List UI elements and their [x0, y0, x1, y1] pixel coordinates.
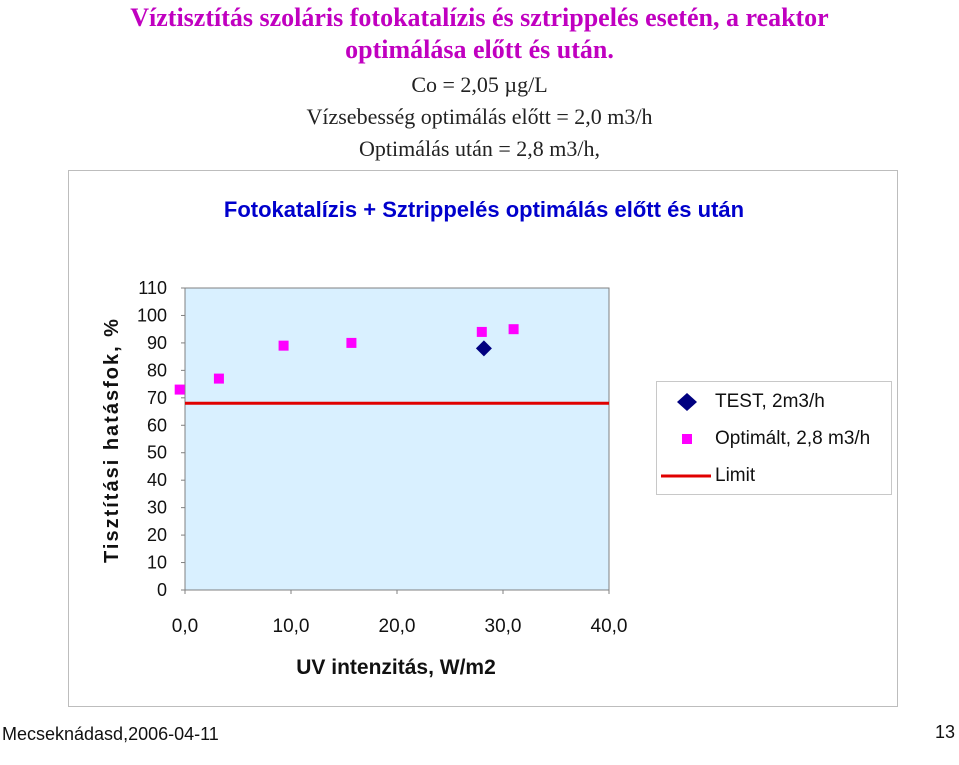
- y-tick-label: 100: [137, 305, 167, 325]
- x-axis-label: UV intenzitás, W/m2: [296, 656, 496, 679]
- y-axis-label: Tisztítási hatásfok, %: [101, 317, 123, 563]
- x-tick-label: 40,0: [591, 616, 628, 637]
- y-tick-label: 40: [147, 470, 167, 490]
- data-point-optimized: [278, 340, 289, 351]
- legend: TEST, 2m3/h Optimált, 2,8 m3/h Limit: [656, 381, 892, 495]
- legend-item-limit: Limit: [657, 461, 891, 491]
- data-point-optimized: [346, 337, 357, 348]
- legend-item-optimized: Optimált, 2,8 m3/h: [657, 424, 891, 454]
- y-tick-label: 90: [147, 333, 167, 353]
- x-tick-label: 20,0: [379, 616, 416, 637]
- legend-item-test: TEST, 2m3/h: [657, 387, 891, 417]
- flow-after-optimization: Optimálás után = 2,8 m3/h,: [359, 136, 600, 161]
- line-icon: [661, 474, 711, 478]
- initial-concentration: Co = 2,05 µg/L: [411, 72, 548, 97]
- footer-location-date: Mecseknádasd,2006-04-11: [2, 724, 219, 744]
- x-tick-label: 30,0: [485, 616, 522, 637]
- square-icon: [682, 434, 692, 444]
- plot-area: [184, 287, 610, 591]
- x-tick-label: 10,0: [273, 616, 310, 637]
- legend-label-test: TEST, 2m3/h: [715, 391, 825, 412]
- y-tick-label: 80: [147, 360, 167, 380]
- y-tick-label: 110: [138, 278, 167, 298]
- y-tick-label: 20: [147, 525, 167, 545]
- legend-label-optimized: Optimált, 2,8 m3/h: [715, 428, 871, 449]
- data-point-optimized: [174, 384, 185, 395]
- y-tick-label: 70: [147, 388, 167, 408]
- data-point-optimized: [213, 373, 224, 384]
- x-tick-label: 0,0: [172, 616, 198, 637]
- diamond-icon: [677, 393, 697, 411]
- flow-before-optimization: Vízsebesség optimálás előtt = 2,0 m3/h: [306, 104, 653, 129]
- y-tick-label: 10: [147, 553, 167, 573]
- page-number: 13: [934, 722, 955, 742]
- data-point-optimized: [508, 324, 519, 335]
- data-point-optimized: [476, 326, 487, 337]
- slide-title-line2: optimálása előtt és után.: [345, 35, 614, 64]
- chart-title: Fotokatalízis + Sztrippelés optimálás el…: [224, 197, 744, 222]
- legend-label-limit: Limit: [715, 465, 756, 486]
- y-tick-label: 0: [157, 580, 167, 600]
- data-point-test: [475, 340, 492, 357]
- y-tick-label: 30: [147, 498, 167, 518]
- y-tick-label: 50: [147, 443, 167, 463]
- y-tick-label: 60: [147, 415, 167, 435]
- slide-title-line1: Víztisztítás szoláris fotokatalízis és s…: [130, 3, 829, 32]
